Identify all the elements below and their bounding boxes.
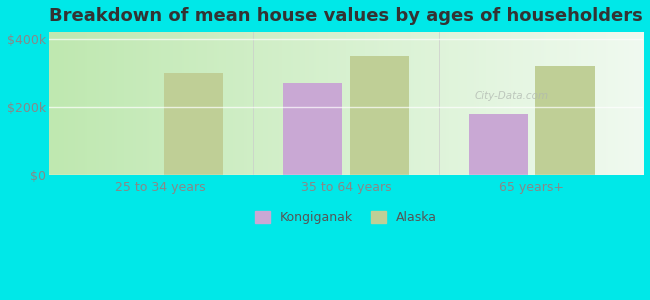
Bar: [350, 56, 409, 175]
Bar: [283, 83, 343, 175]
Title: Breakdown of mean house values by ages of householders: Breakdown of mean house values by ages o…: [49, 7, 643, 25]
Bar: [469, 114, 528, 175]
Bar: [164, 73, 224, 175]
Bar: [536, 66, 595, 175]
Text: City-Data.com: City-Data.com: [474, 91, 549, 101]
Legend: Kongiganak, Alaska: Kongiganak, Alaska: [250, 206, 443, 229]
